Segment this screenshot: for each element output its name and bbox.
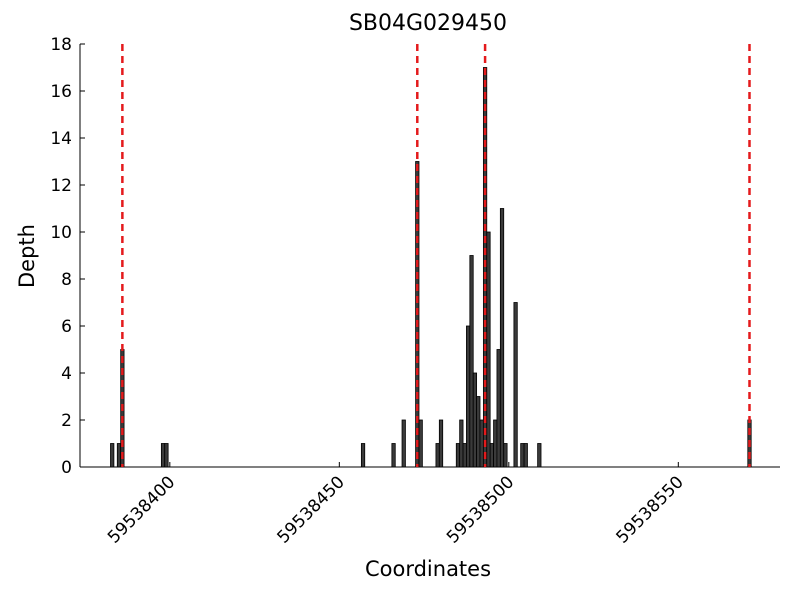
bar bbox=[499, 208, 505, 468]
y-tick-label: 16 bbox=[50, 82, 72, 102]
x-tick-label: 59538550 bbox=[613, 472, 688, 547]
y-axis-label: Depth bbox=[15, 224, 39, 288]
bar bbox=[110, 443, 115, 468]
bar bbox=[520, 443, 525, 468]
x-tick-label: 59538450 bbox=[274, 472, 349, 547]
bar bbox=[459, 419, 464, 468]
y-tick-label: 18 bbox=[50, 35, 72, 55]
bar bbox=[537, 443, 542, 468]
bar bbox=[455, 443, 461, 468]
bar bbox=[493, 419, 498, 468]
bar bbox=[489, 443, 494, 468]
bar bbox=[496, 349, 501, 468]
bar bbox=[116, 443, 122, 468]
bar bbox=[401, 419, 406, 468]
bar bbox=[438, 419, 444, 468]
bar bbox=[360, 443, 366, 468]
bar bbox=[476, 396, 481, 468]
y-tick-label: 6 bbox=[61, 317, 72, 337]
y-tick-label: 4 bbox=[61, 364, 72, 384]
bar bbox=[466, 325, 471, 468]
x-tick-label: 59538500 bbox=[443, 472, 518, 547]
y-tick-label: 12 bbox=[50, 176, 72, 196]
bar bbox=[479, 419, 484, 468]
x-axis-label: Coordinates bbox=[365, 557, 491, 581]
bar bbox=[435, 443, 440, 468]
bar bbox=[462, 443, 467, 468]
bar bbox=[391, 443, 396, 468]
x-tick-label: 59538400 bbox=[104, 472, 179, 547]
bar bbox=[523, 443, 528, 468]
bar bbox=[160, 443, 166, 468]
bar bbox=[486, 231, 491, 468]
y-tick-label: 8 bbox=[61, 270, 72, 290]
y-tick-label: 14 bbox=[50, 129, 72, 149]
y-tick-label: 0 bbox=[61, 458, 72, 478]
bar bbox=[418, 419, 423, 468]
bar bbox=[503, 443, 508, 468]
bar bbox=[469, 255, 474, 468]
y-tick-label: 2 bbox=[61, 411, 72, 431]
y-tick-label: 10 bbox=[50, 223, 72, 243]
bar bbox=[513, 302, 518, 468]
chart-title: SB04G029450 bbox=[349, 11, 507, 36]
bar bbox=[472, 372, 478, 468]
bar bbox=[164, 443, 169, 468]
